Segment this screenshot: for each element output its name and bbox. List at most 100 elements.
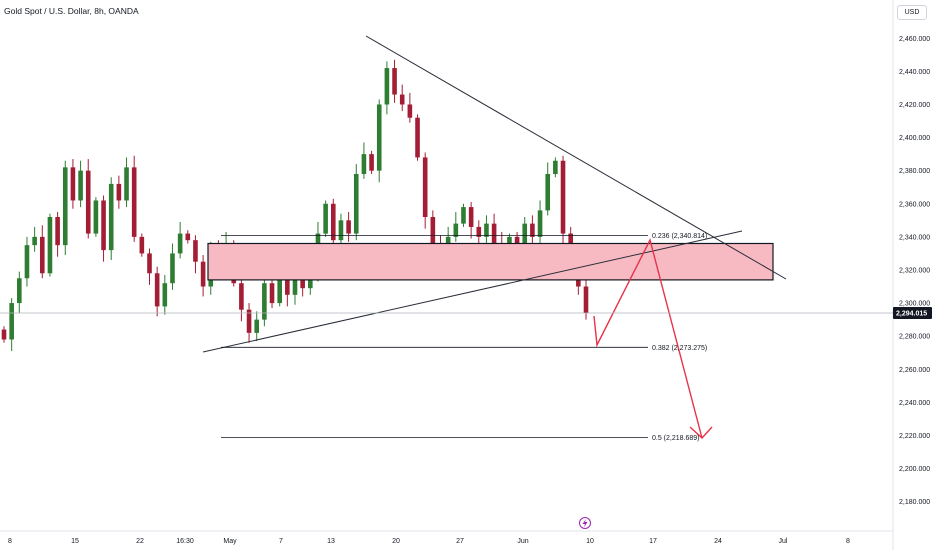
time-tick-label: 13 [327,538,335,545]
time-tick-label: 16:30 [176,538,194,545]
time-tick-label: 8 [8,538,12,545]
candle [376,99,382,183]
time-tick-label: 8 [846,538,850,545]
candle [93,197,99,237]
candle [484,215,489,246]
candle [39,225,45,279]
candle [254,311,260,342]
time-tick-label: 20 [392,538,400,545]
candle [545,162,551,216]
candle [170,243,175,290]
candle [583,276,589,320]
candle [553,157,558,178]
candle [1,326,7,343]
candle [399,84,405,112]
time-tick-label: 22 [136,538,144,545]
candle [361,142,367,179]
candle [323,200,328,237]
candle [476,220,482,247]
candle [530,215,535,246]
time-tick-label: 17 [649,538,657,545]
candle [101,195,106,262]
candle [162,274,168,315]
time-tick-label: 24 [714,538,722,545]
candles [1,59,589,352]
candle [85,159,91,239]
lightning-icon[interactable] [579,517,591,529]
price-tick-label: 2,260.000 [899,367,930,374]
candle [200,255,206,297]
current-price-label: 2,294.015 [896,310,927,317]
time-tick-label: Jun [517,538,528,545]
candle [131,155,137,242]
price-tick-label: 2,280.000 [899,334,930,341]
price-axis[interactable]: 2,180.000 2,200.000 2,220.000 2,240.000 2,26… [899,36,930,506]
price-tick-label: 2,200.000 [899,466,930,473]
candle [32,226,37,252]
price-tick-label: 2,180.000 [899,499,930,506]
candle [78,160,83,208]
candle [24,236,30,287]
projection-path [593,238,703,439]
candle [453,212,459,242]
descending-trendline [365,35,787,280]
price-tick-label: 2,300.000 [899,301,930,308]
fib-levels: 0.236 (2,340.814) 0.382 (2,273.275) 0.5 (2… [221,233,707,442]
candle [55,212,60,257]
price-tick-label: 2,400.000 [899,135,930,142]
price-tick-label: 2,240.000 [899,400,930,407]
time-axis[interactable]: 8 15 22 16:30 May 7 13 20 27 Jun 10 17 24 Jul 8 [8,538,850,545]
time-tick-label: 7 [279,538,283,545]
fib-label: 0.236 (2,340.814) [652,233,707,240]
candle [415,114,420,161]
price-tick-label: 2,360.000 [899,201,930,208]
candle [369,150,374,174]
current-price: 2,294.015 [0,306,932,319]
candle [17,271,22,313]
candle [468,202,474,239]
candle [47,213,53,277]
candle [422,152,428,229]
candle [239,278,244,322]
chart-title: Gold Spot / U.S. Dollar, 8h, OANDA [4,6,139,16]
fib-label: 0.382 (2,273.275) [652,345,707,352]
price-tick-label: 2,320.000 [899,267,930,274]
candle [246,303,252,343]
price-tick-label: 2,460.000 [899,36,930,43]
candle [70,159,76,209]
fib-level: 0.382 (2,273.275) [221,345,707,352]
price-tick-label: 2,220.000 [899,433,930,440]
fib-level: 0.5 (2,218.689) [221,435,699,442]
candle [116,175,122,209]
price-tick-label: 2,340.000 [899,234,930,241]
candle [461,203,466,227]
time-tick-label: Jul [779,538,788,545]
event-marker[interactable] [579,517,591,529]
candle [177,221,183,259]
candle [407,92,413,123]
currency-selector[interactable]: USD [897,5,927,20]
candle [154,266,160,317]
candle [9,298,14,352]
candle [108,177,114,261]
price-tick-label: 2,440.000 [899,69,930,76]
time-tick-label: 10 [586,538,594,545]
candle [193,235,198,274]
candle [537,200,543,244]
time-tick-label: 15 [71,538,79,545]
price-tick-label: 2,420.000 [899,102,930,109]
supply-demand-zone [207,242,774,281]
candle [147,248,152,285]
candle [139,233,145,257]
candle [346,212,351,242]
candle [384,61,390,115]
fib-level: 0.236 (2,340.814) [221,233,707,240]
price-tick-label: 2,380.000 [899,168,930,175]
time-tick-label: 27 [456,538,464,545]
projection-arrowhead [689,426,713,439]
time-tick-label: May [223,538,237,545]
candle [560,155,566,246]
candle [262,273,267,327]
ascending-trendline [202,230,743,353]
